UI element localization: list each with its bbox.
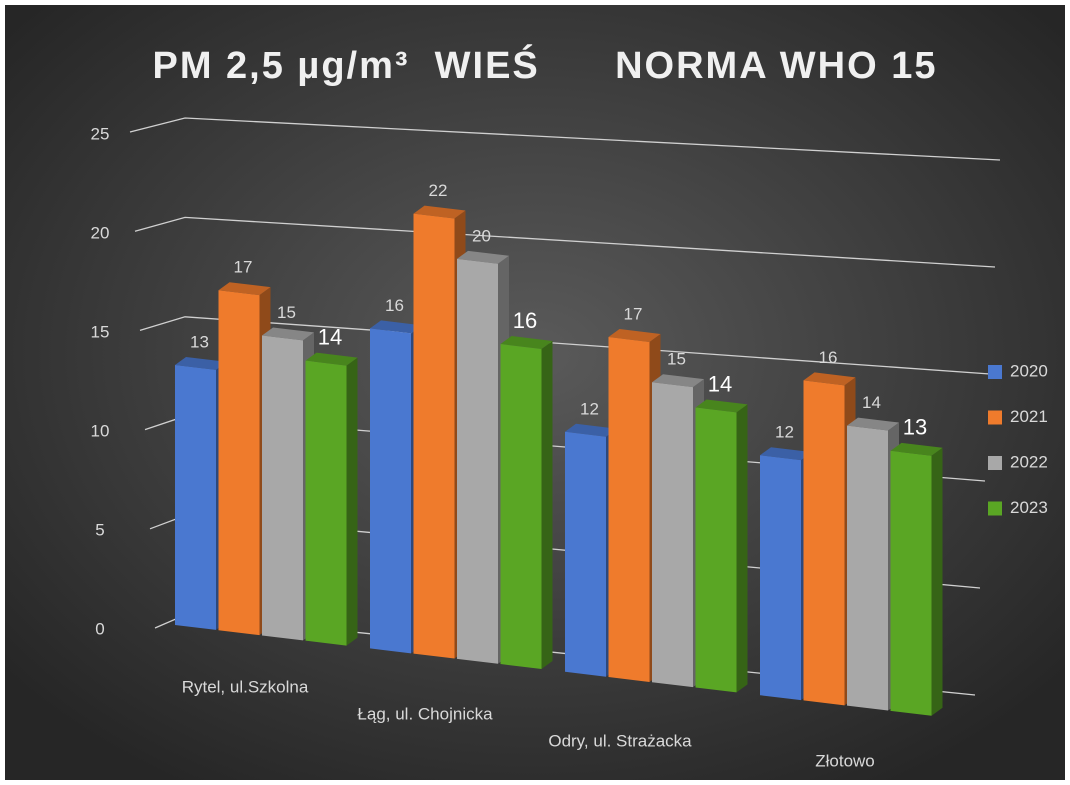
bar-top (370, 320, 422, 334)
data-label: 17 (234, 258, 253, 277)
bar-top (305, 352, 358, 366)
data-label: 13 (190, 332, 209, 351)
data-label: 12 (775, 423, 794, 442)
bar (305, 360, 347, 646)
bar (262, 335, 303, 641)
data-label: 20 (472, 226, 491, 245)
bar-top (890, 442, 943, 456)
legend-label: 2022 (1010, 452, 1048, 471)
bar-top (652, 374, 704, 388)
bar (652, 382, 693, 688)
bar (500, 344, 542, 669)
bar-top (608, 329, 661, 342)
y-tick-label: 0 (95, 619, 104, 638)
legend-swatch (988, 410, 1002, 425)
bar (218, 290, 260, 636)
bar (695, 407, 737, 693)
bar-top (413, 205, 466, 219)
legend-swatch (988, 365, 1002, 379)
bar (565, 431, 606, 677)
bar-side (736, 404, 748, 693)
bar (370, 328, 411, 654)
x-tick-label: Odry, ul. Strażacka (548, 731, 692, 750)
data-label: 17 (624, 305, 643, 324)
data-label: 12 (580, 399, 599, 418)
bar-top (695, 399, 748, 413)
bar (608, 337, 650, 682)
bar-top (500, 336, 553, 349)
bar-top (175, 357, 227, 370)
legend-swatch (988, 456, 1002, 470)
chart-title: PM 2,5 µg/m³ WIEŚ NORMA WHO 15 (152, 43, 937, 87)
grid-line (129, 117, 1001, 161)
data-label: 14 (862, 393, 881, 412)
bar (760, 455, 801, 701)
data-label: 22 (429, 181, 448, 200)
bar-top (457, 250, 509, 264)
x-tick-label: Złotowo (815, 751, 875, 770)
bar-top (218, 282, 271, 296)
data-label: 13 (903, 415, 927, 440)
data-label: 16 (513, 308, 537, 333)
y-tick-label: 10 (91, 421, 110, 440)
legend-label: 2023 (1010, 498, 1048, 517)
data-label: 15 (277, 303, 296, 322)
x-tick-label: Rytel, ul.Szkolna (182, 677, 309, 696)
y-tick-label: 15 (91, 322, 110, 341)
data-label: 14 (318, 324, 342, 349)
data-label: 15 (667, 350, 686, 369)
x-tick-label: Łąg, ul. Chojnicka (357, 704, 493, 723)
grid-line (134, 216, 996, 268)
legend-swatch (988, 501, 1002, 516)
bar-side (346, 357, 358, 646)
bar (457, 258, 498, 664)
bar-side (541, 340, 553, 669)
bar (803, 380, 845, 706)
bar-side (931, 447, 943, 716)
bar (413, 213, 455, 659)
bar (890, 450, 932, 716)
legend-label: 2021 (1010, 407, 1048, 426)
y-tick-label: 25 (91, 124, 110, 143)
bar (175, 365, 216, 630)
y-tick-label: 5 (95, 520, 104, 539)
data-label: 16 (385, 296, 404, 315)
data-label: 14 (708, 371, 732, 396)
bar-top (803, 372, 856, 386)
bar (847, 425, 888, 711)
legend-label: 2020 (1010, 361, 1048, 380)
bar-top (565, 423, 617, 437)
bar-top (847, 417, 899, 431)
data-label: 16 (819, 348, 838, 367)
grid-line (139, 316, 991, 375)
bar-top (262, 327, 314, 341)
bar-top (760, 447, 812, 461)
y-tick-label: 20 (91, 223, 110, 242)
